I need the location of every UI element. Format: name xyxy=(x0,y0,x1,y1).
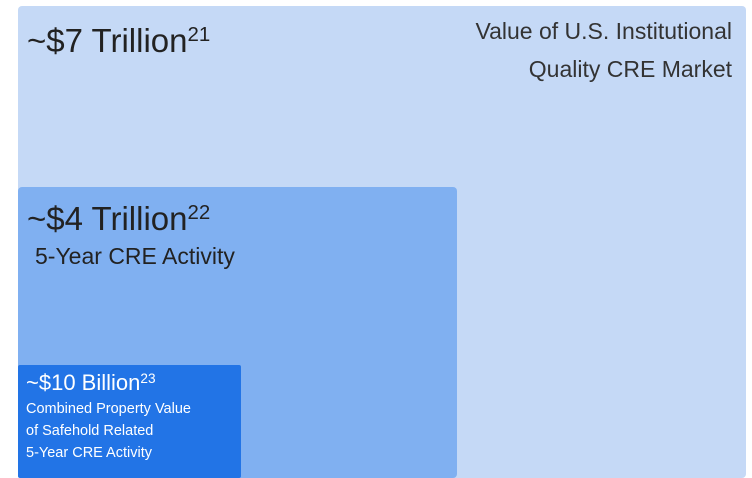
inner-label-line: 5-Year CRE Activity xyxy=(26,445,152,461)
inner-amount: ~$10 Billion23 xyxy=(26,370,156,395)
footnote: 23 xyxy=(140,370,156,386)
outer-label-line: Value of U.S. Institutional xyxy=(475,18,732,44)
middle-amount: ~$4 Trillion22 xyxy=(27,202,210,235)
footnote: 21 xyxy=(187,22,211,46)
inner-label-line: of Safehold Related xyxy=(26,423,154,439)
amount-text: ~$7 Trillion xyxy=(27,22,188,59)
inner-label-line: Combined Property Value xyxy=(26,401,191,417)
amount-text: ~$4 Trillion xyxy=(27,200,188,237)
outer-amount: ~$7 Trillion21 xyxy=(27,24,210,57)
footnote: 22 xyxy=(187,200,211,224)
inner-box xyxy=(18,365,241,478)
outer-label-line: Quality CRE Market xyxy=(528,56,732,82)
amount-text: ~$10 Billion xyxy=(26,370,141,395)
middle-label-line: 5-Year CRE Activity xyxy=(35,243,235,269)
